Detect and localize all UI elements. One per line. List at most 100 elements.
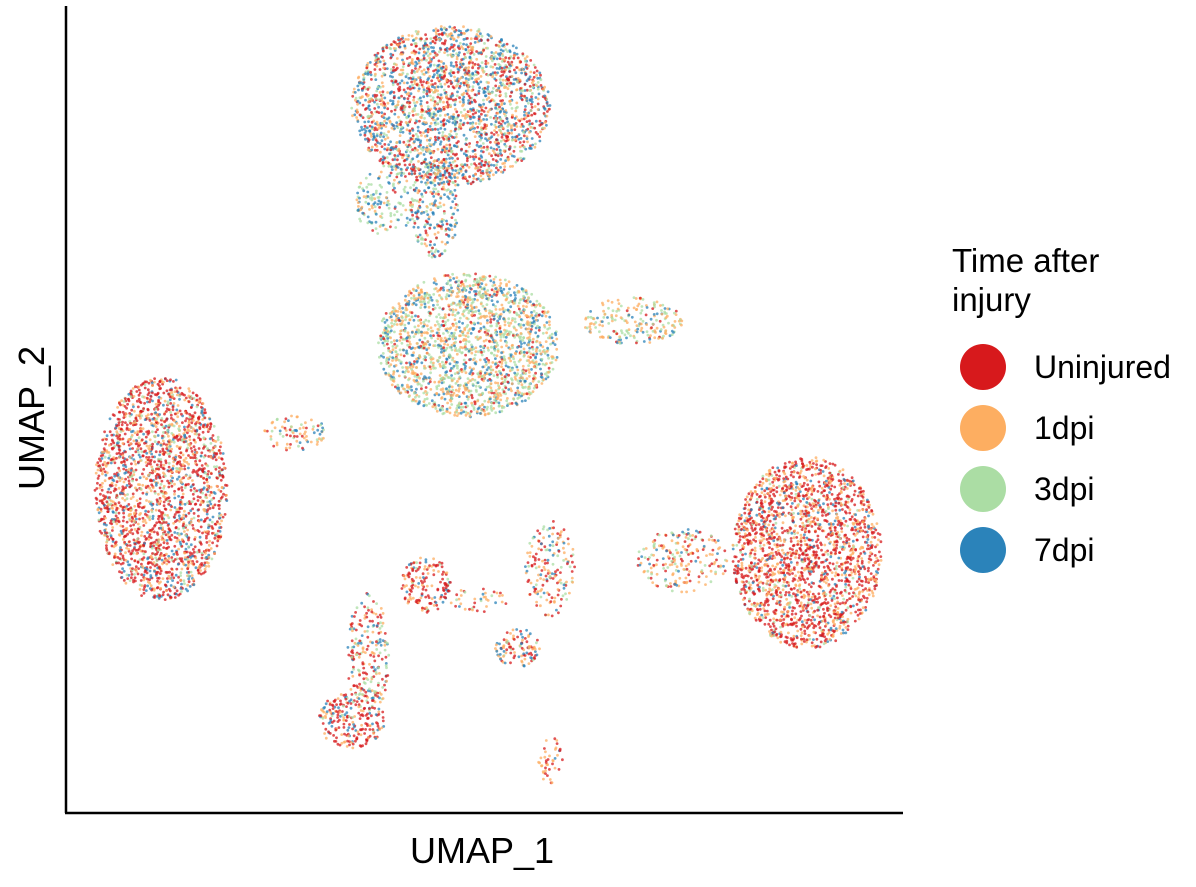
point — [419, 372, 423, 376]
point — [417, 67, 421, 71]
point — [448, 175, 451, 179]
point — [453, 144, 457, 148]
point — [538, 304, 542, 308]
point — [476, 381, 480, 384]
point — [364, 72, 367, 75]
point — [394, 318, 398, 322]
point — [471, 66, 474, 70]
point — [543, 94, 546, 98]
point — [522, 145, 526, 149]
point — [433, 243, 436, 247]
point — [433, 164, 437, 168]
point — [420, 295, 424, 299]
point — [414, 60, 418, 64]
point — [449, 278, 452, 282]
point — [449, 32, 453, 35]
point — [410, 51, 414, 54]
point — [376, 196, 380, 199]
point — [521, 89, 524, 93]
point — [494, 84, 498, 88]
point — [528, 98, 532, 102]
point — [493, 292, 496, 296]
point — [462, 100, 465, 104]
point — [480, 108, 484, 112]
point — [458, 334, 461, 338]
point — [468, 55, 472, 59]
point — [400, 79, 404, 83]
point — [417, 76, 420, 79]
point — [418, 318, 422, 322]
point — [468, 109, 472, 113]
point — [473, 93, 477, 96]
point — [423, 354, 427, 358]
point — [415, 357, 418, 361]
point — [499, 48, 503, 52]
point — [477, 309, 481, 312]
point — [393, 190, 397, 194]
point — [460, 368, 463, 371]
point — [438, 177, 442, 181]
point — [422, 68, 426, 72]
point — [472, 284, 475, 287]
point — [453, 206, 457, 210]
point — [649, 334, 652, 337]
point — [427, 85, 431, 89]
point — [411, 134, 415, 138]
point — [489, 116, 492, 119]
point — [487, 96, 491, 99]
point — [413, 180, 417, 184]
point — [464, 149, 468, 153]
point — [411, 86, 415, 90]
point — [485, 363, 488, 366]
point — [543, 323, 546, 327]
point — [531, 340, 535, 344]
point — [490, 345, 493, 349]
point — [426, 94, 429, 98]
point — [515, 402, 519, 406]
point — [442, 203, 446, 207]
point — [525, 55, 529, 58]
point — [422, 50, 426, 54]
point — [501, 44, 504, 48]
point — [477, 385, 481, 388]
point — [469, 320, 473, 324]
point — [646, 333, 650, 337]
point — [520, 94, 523, 98]
point — [407, 143, 411, 147]
point — [429, 122, 433, 125]
point — [474, 292, 478, 296]
point — [450, 224, 453, 228]
point — [396, 103, 400, 107]
point — [443, 113, 447, 117]
point — [434, 68, 438, 72]
point — [485, 98, 489, 101]
point — [462, 133, 466, 137]
point — [600, 320, 604, 323]
point — [419, 96, 422, 100]
point — [378, 125, 382, 129]
point — [435, 236, 438, 240]
point — [115, 480, 119, 484]
point — [657, 337, 660, 340]
point — [423, 305, 427, 309]
point — [486, 346, 490, 350]
point — [541, 362, 545, 366]
point — [603, 313, 607, 316]
point — [420, 161, 424, 165]
point — [427, 376, 431, 380]
point — [403, 190, 407, 194]
point — [391, 359, 394, 362]
point — [423, 398, 427, 401]
point — [524, 369, 528, 373]
point — [380, 139, 384, 143]
point — [534, 371, 537, 375]
point — [479, 144, 483, 148]
point — [406, 331, 410, 335]
point — [545, 100, 549, 104]
point — [406, 38, 410, 41]
point — [535, 315, 539, 318]
point — [394, 350, 398, 353]
point — [471, 125, 475, 129]
point — [368, 61, 372, 64]
point — [497, 62, 501, 66]
